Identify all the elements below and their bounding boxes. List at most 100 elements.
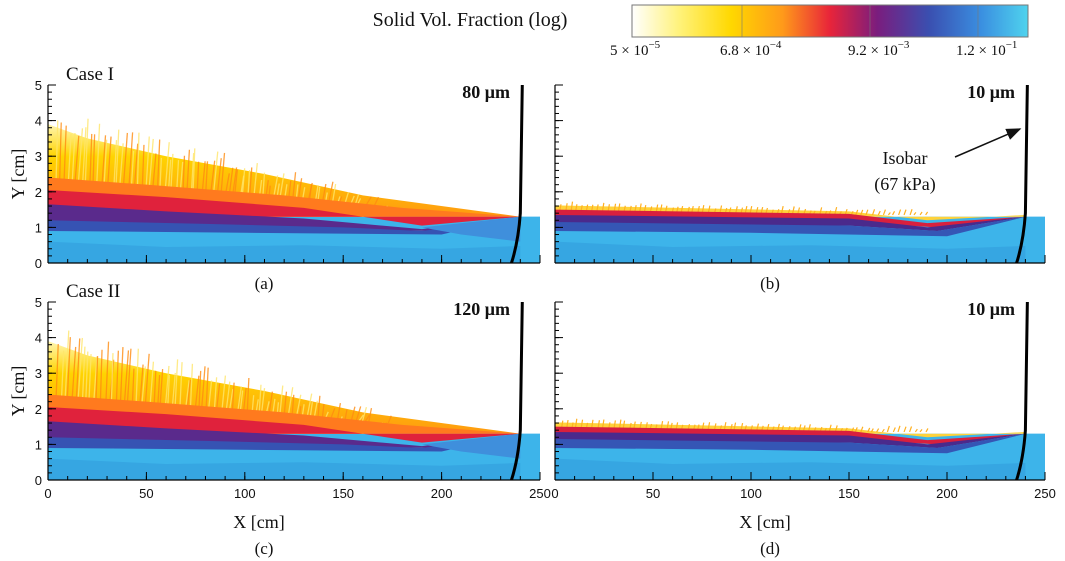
panels: 0 1 2 3 4 5 80 μm Case I (a) Y [cm] 10 μm (b) Isobar… — [8, 64, 1056, 558]
dense-layer-shade — [48, 458, 540, 480]
case-label: Case II — [66, 281, 120, 302]
plume-streak — [854, 427, 858, 433]
size-label: 120 μm — [453, 299, 510, 319]
x-tick-label: 250 — [529, 486, 551, 501]
x-axis-label: X [cm] — [739, 512, 790, 532]
label-exponent: −5 — [648, 39, 660, 51]
blue-band — [555, 216, 1026, 237]
plume-streak — [870, 428, 874, 433]
size-label: 10 μm — [967, 299, 1015, 319]
wedge — [421, 216, 521, 242]
annotation-arrow — [954, 128, 1022, 158]
colorbar — [631, 4, 1029, 38]
colorbar-label: 6.8 × 10−4 — [720, 39, 782, 59]
panel: 0 1 2 3 4 5 80 μm Case I (a) Y [cm] — [8, 64, 541, 293]
y-tick-label: 3 — [35, 149, 42, 164]
sublabel: (d) — [760, 539, 780, 558]
plume-streak — [925, 428, 929, 433]
plume-streak — [851, 427, 855, 433]
plume-streak — [860, 426, 864, 433]
plume-streak — [892, 427, 896, 433]
plume-streak — [361, 407, 368, 424]
plume-streak — [892, 211, 896, 216]
x-tick-label: 100 — [234, 486, 256, 501]
plume-streak — [871, 209, 876, 216]
plume-streak — [834, 207, 838, 216]
x-tick-label: 250 — [1034, 486, 1056, 501]
label-base: 6.8 × 10 — [720, 43, 770, 59]
blue-band — [48, 433, 521, 452]
blue-band — [48, 216, 521, 235]
colorbar-label: 5 × 10−5 — [610, 39, 661, 59]
purple-band — [555, 431, 1026, 448]
y-tick-label: 2 — [35, 185, 42, 200]
plume-streak — [897, 425, 901, 433]
y-axis-label: Y [cm] — [8, 149, 28, 200]
label-exponent: −4 — [770, 39, 782, 51]
plume-streak — [860, 209, 864, 216]
label-base: 5 × 10 — [610, 43, 648, 59]
panel: 0 50 100 150 200 250 10 μm (d) X [cm] — [551, 299, 1055, 558]
size-label: 80 μm — [462, 82, 510, 102]
label-base: 1.2 × 10 — [956, 43, 1006, 59]
plume-streak — [919, 428, 923, 433]
plume-streak — [913, 212, 917, 216]
plume-streak — [877, 210, 881, 216]
wedge — [421, 433, 521, 459]
purple-band — [555, 214, 1026, 231]
isobar — [510, 84, 524, 264]
x-tick-label: 0 — [44, 486, 51, 501]
x-tick-label: 50 — [139, 486, 153, 501]
plume-streak — [367, 408, 373, 424]
x-tick-label: 200 — [936, 486, 958, 501]
x-tick-label: 200 — [431, 486, 453, 501]
y-tick-label: 0 — [35, 473, 42, 488]
label-exponent: −1 — [1006, 39, 1018, 51]
label-exponent: −3 — [898, 39, 910, 51]
colorbar-label: 9.2 × 10−3 — [848, 39, 910, 59]
x-tick-label: 0 — [551, 486, 558, 501]
y-tick-label: 1 — [35, 437, 42, 452]
plume-streak — [387, 415, 392, 424]
y-tick-label: 1 — [35, 220, 42, 235]
plume-streak — [914, 428, 918, 433]
plume-streak — [867, 427, 871, 433]
blue-band — [555, 433, 1026, 454]
plume-streak — [855, 209, 859, 216]
y-tick-label: 3 — [35, 366, 42, 381]
y-tick-label: 4 — [35, 331, 42, 346]
y-tick-label: 5 — [35, 295, 42, 310]
plume-streak — [925, 211, 929, 216]
x-tick-label: 150 — [332, 486, 354, 501]
x-tick-label: 150 — [838, 486, 860, 501]
annotation: Isobar — [883, 148, 928, 168]
x-axis-label: X [cm] — [233, 512, 284, 532]
colorbar-title: Solid Vol. Fraction (log) — [373, 9, 568, 31]
dense-layer-shade — [48, 241, 540, 263]
plume-streak — [865, 209, 869, 216]
y-tick-label: 2 — [35, 402, 42, 417]
annotation: (67 kPa) — [874, 174, 936, 195]
x-tick-label: 50 — [646, 486, 660, 501]
plume-streak — [909, 426, 913, 433]
colorbar-label: 1.2 × 10−1 — [956, 39, 1017, 59]
plume-streak — [903, 209, 907, 216]
sublabel: (c) — [255, 539, 274, 558]
plume-streak — [903, 426, 907, 433]
dense-layer-shade — [555, 241, 1045, 263]
plume-streak — [882, 209, 886, 216]
plume-streak — [881, 428, 885, 433]
isobar — [1015, 84, 1029, 264]
downstream — [1025, 433, 1045, 480]
y-tick-label: 5 — [35, 78, 42, 93]
plume-streak — [909, 209, 913, 216]
y-tick-label: 4 — [35, 114, 42, 129]
dense-layer-shade — [555, 458, 1045, 480]
sublabel: (b) — [760, 274, 780, 293]
panel: 10 μm (b) Isobar (67 kPa) — [554, 82, 1046, 293]
y-axis-label: Y [cm] — [8, 366, 28, 417]
plume-streak — [373, 196, 380, 207]
isobar — [1015, 301, 1029, 481]
